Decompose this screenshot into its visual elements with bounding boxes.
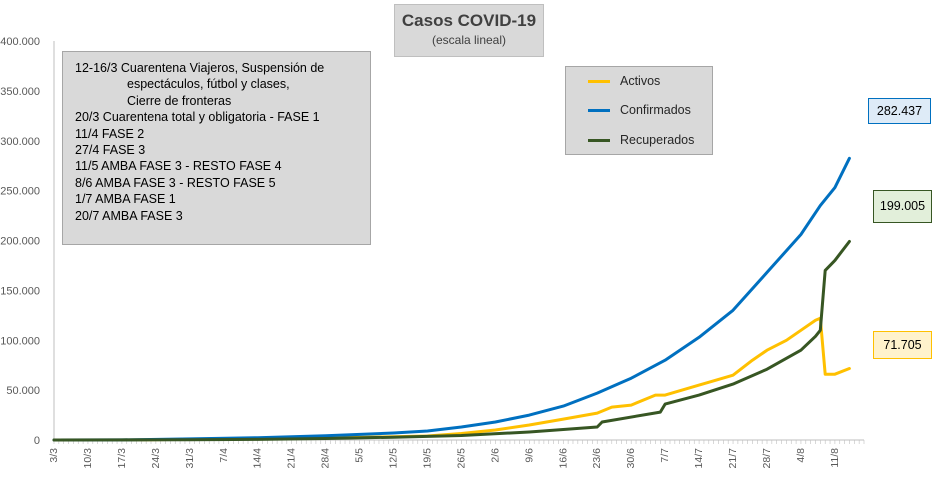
callout-activos: 71.705 — [873, 331, 932, 359]
y-tick-label: 400.000 — [0, 36, 40, 48]
y-tick-label: 0 — [34, 435, 40, 447]
x-tick-label: 3/3 — [48, 448, 60, 463]
note-line: 11/4 FASE 2 — [75, 126, 145, 141]
legend-swatch-recuperados — [588, 138, 610, 142]
legend: Activos Confirmados Recuperados — [565, 66, 713, 155]
x-tick-label: 28/7 — [761, 448, 773, 469]
legend-item-recuperados: Recuperados — [588, 132, 694, 148]
x-tick-label: 12/5 — [388, 448, 400, 469]
y-tick-label: 350.000 — [0, 86, 40, 98]
legend-item-activos: Activos — [588, 73, 660, 89]
chart-subtitle: (escala lineal) — [431, 33, 507, 47]
x-tick-label: 24/3 — [150, 448, 162, 469]
x-tick-label: 11/8 — [829, 448, 841, 468]
x-tick-label: 23/6 — [591, 448, 603, 469]
x-tick-label: 30/6 — [625, 448, 637, 469]
x-tick-label: 28/4 — [320, 448, 332, 469]
legend-label: Recuperados — [620, 133, 695, 147]
x-tick-label: 21/4 — [286, 448, 298, 469]
x-tick-label: 14/4 — [252, 448, 264, 469]
x-tick-label: 16/6 — [557, 448, 569, 469]
y-tick-label: 100.000 — [0, 335, 40, 347]
x-tick-label: 4/8 — [795, 448, 807, 463]
measures-notes-box: 12-16/3 Cuarentena Viajeros, Suspensión … — [62, 51, 371, 245]
y-tick-label: 50.000 — [6, 385, 40, 397]
x-tick-label: 26/5 — [455, 448, 467, 469]
legend-item-confirmados: Confirmados — [588, 102, 691, 118]
legend-label: Confirmados — [620, 103, 691, 117]
x-tick-label: 2/6 — [489, 448, 501, 463]
x-tick-label: 10/3 — [82, 448, 94, 469]
legend-swatch-activos — [588, 79, 610, 83]
x-tick-label: 5/5 — [354, 448, 366, 463]
note-line: 20/3 Cuarentena total y obligatoria - FA… — [75, 110, 320, 125]
callout-recuperados: 199.005 — [873, 190, 932, 223]
note-line: Cierre de fronteras — [127, 93, 232, 108]
x-tick-label: 7/4 — [218, 448, 230, 463]
note-line: 11/5 AMBA FASE 3 - RESTO FASE 4 — [75, 159, 282, 174]
note-line: 8/6 AMBA FASE 3 - RESTO FASE 5 — [75, 175, 276, 190]
x-tick-label: 14/7 — [693, 448, 705, 469]
x-tick-label: 17/3 — [116, 448, 128, 469]
series-line-recuperados — [52, 240, 851, 442]
x-tick-label: 9/6 — [523, 448, 535, 463]
series-line-confirmados — [52, 156, 851, 442]
legend-swatch-confirmados — [588, 108, 610, 112]
y-tick-label: 150.000 — [0, 285, 40, 297]
legend-label: Activos — [620, 74, 661, 88]
y-tick-label: 250.000 — [0, 186, 40, 198]
note-line: 12-16/3 Cuarentena Viajeros, Suspensión … — [75, 61, 325, 75]
series-line-activos — [52, 316, 851, 442]
x-tick-label: 7/7 — [659, 448, 671, 463]
x-tick-label: 31/3 — [184, 448, 196, 469]
note-line: espectáculos, fútbol y clases, — [127, 77, 290, 92]
x-tick-label: 21/7 — [727, 448, 739, 469]
callout-confirmados: 282.437 — [868, 98, 931, 124]
chart-title: Casos COVID-19 — [401, 11, 537, 30]
y-tick-label: 200.000 — [0, 236, 40, 248]
note-line: 20/7 AMBA FASE 3 — [75, 208, 183, 223]
x-tick-label: 19/5 — [421, 448, 433, 469]
chart-title-box: Casos COVID-19 (escala lineal) — [394, 4, 544, 57]
y-tick-label: 300.000 — [0, 136, 40, 148]
note-line: 1/7 AMBA FASE 1 — [75, 192, 176, 207]
note-line: 27/4 FASE 3 — [75, 143, 146, 158]
